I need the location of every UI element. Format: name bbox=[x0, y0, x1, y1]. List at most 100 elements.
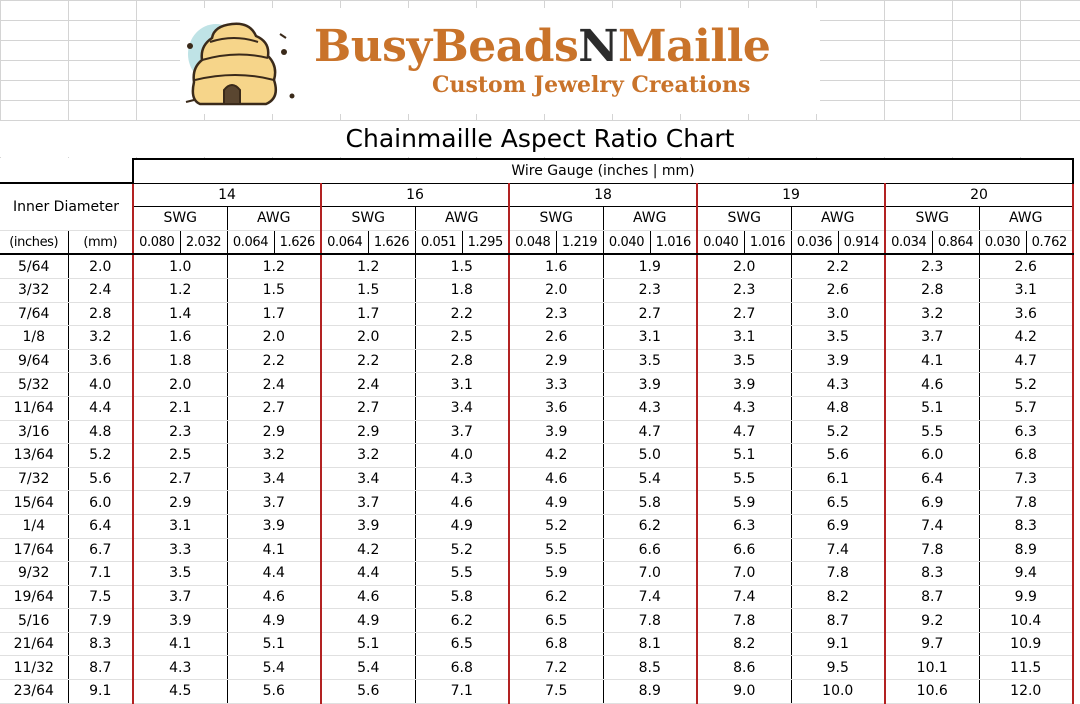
inner-diameter-inches: 7/32 bbox=[0, 467, 69, 492]
inner-diameter-inches: 5/32 bbox=[0, 372, 69, 397]
swg-label: SWG bbox=[320, 206, 416, 231]
inner-diameter-inches: 3/16 bbox=[0, 420, 69, 445]
awg-ratio-cell: 7.4 bbox=[603, 585, 698, 610]
awg-ratio-cell: 5.6 bbox=[227, 679, 322, 704]
awg-ratio-cell: 9.1 bbox=[791, 632, 886, 657]
swg-ratio-cell: 9.0 bbox=[696, 679, 792, 704]
swg-ratio-cell: 8.6 bbox=[696, 655, 792, 681]
inner-diameter-mm: 4.8 bbox=[68, 420, 134, 445]
swg-ratio-cell: 9.2 bbox=[884, 608, 980, 633]
swg-ratio-cell: 1.6 bbox=[508, 254, 604, 279]
awg-label: AWG bbox=[415, 206, 510, 231]
swg-ratio-cell: 2.6 bbox=[508, 325, 604, 350]
awg-label: AWG bbox=[603, 206, 698, 231]
awg-ratio-cell: 8.1 bbox=[603, 632, 698, 657]
awg-mm: 1.626 bbox=[274, 230, 322, 256]
swg-ratio-cell: 4.2 bbox=[320, 538, 416, 563]
swg-ratio-cell: 2.3 bbox=[508, 302, 604, 327]
swg-ratio-cell: 4.9 bbox=[320, 608, 416, 633]
awg-label: AWG bbox=[791, 206, 886, 231]
awg-ratio-cell: 8.9 bbox=[979, 538, 1074, 563]
brand-name-part2: N bbox=[578, 21, 618, 72]
awg-ratio-cell: 6.1 bbox=[791, 467, 886, 492]
swg-ratio-cell: 3.9 bbox=[508, 420, 604, 445]
awg-ratio-cell: 2.2 bbox=[415, 302, 510, 327]
table-row: 23/64 9.1 4.5 5.6 5.6 7.1 7.5 8.9 9.0 10.0 10.6 12.… bbox=[0, 679, 1074, 704]
awg-ratio-cell: 3.1 bbox=[603, 325, 698, 350]
inner-diameter-header: Inner Diameter bbox=[0, 182, 134, 231]
gauge-header-19: 19 bbox=[696, 183, 886, 208]
inches-unit-label: (inches) bbox=[0, 230, 69, 256]
awg-ratio-cell: 5.2 bbox=[415, 538, 510, 563]
swg-ratio-cell: 4.3 bbox=[132, 655, 228, 681]
awg-ratio-cell: 5.4 bbox=[227, 655, 322, 681]
swg-ratio-cell: 8.3 bbox=[884, 561, 980, 586]
swg-ratio-cell: 2.4 bbox=[320, 372, 416, 397]
awg-inches: 0.040 bbox=[603, 230, 651, 256]
awg-ratio-cell: 5.5 bbox=[415, 561, 510, 586]
swg-ratio-cell: 3.2 bbox=[884, 302, 980, 327]
awg-ratio-cell: 7.1 bbox=[415, 679, 510, 704]
swg-ratio-cell: 4.2 bbox=[508, 443, 604, 468]
awg-mm: 0.914 bbox=[838, 230, 886, 256]
swg-ratio-cell: 6.5 bbox=[508, 608, 604, 633]
swg-ratio-cell: 6.6 bbox=[696, 538, 792, 563]
swg-ratio-cell: 4.1 bbox=[884, 349, 980, 374]
gauge-header-20: 20 bbox=[884, 183, 1074, 208]
swg-ratio-cell: 3.9 bbox=[320, 514, 416, 539]
brand-name: BusyBeadsNMaille bbox=[314, 21, 771, 72]
swg-ratio-cell: 7.8 bbox=[696, 608, 792, 633]
awg-ratio-cell: 1.5 bbox=[227, 278, 322, 303]
swg-ratio-cell: 8.7 bbox=[884, 585, 980, 610]
swg-ratio-cell: 2.5 bbox=[132, 443, 228, 468]
table-row: 1/4 6.4 3.1 3.9 3.9 4.9 5.2 6.2 6.3 6.9 7.4 8.3 bbox=[0, 514, 1074, 539]
awg-ratio-cell: 1.9 bbox=[603, 254, 698, 279]
swg-ratio-cell: 2.3 bbox=[132, 420, 228, 445]
table-row: 5/64 2.0 1.0 1.2 1.2 1.5 1.6 1.9 2.0 2.2 2.3 2.6 bbox=[0, 254, 1074, 279]
swg-ratio-cell: 3.9 bbox=[696, 372, 792, 397]
awg-ratio-cell: 3.5 bbox=[603, 349, 698, 374]
swg-ratio-cell: 2.2 bbox=[320, 349, 416, 374]
awg-ratio-cell: 2.0 bbox=[227, 325, 322, 350]
swg-mm: 0.864 bbox=[932, 230, 980, 256]
table-row: 11/32 8.7 4.3 5.4 5.4 6.8 7.2 8.5 8.6 9.5 10.1 11.5 bbox=[0, 655, 1074, 681]
awg-ratio-cell: 10.4 bbox=[979, 608, 1074, 633]
awg-ratio-cell: 4.1 bbox=[227, 538, 322, 563]
swg-ratio-cell: 2.7 bbox=[132, 467, 228, 492]
swg-ratio-cell: 3.6 bbox=[508, 396, 604, 421]
swg-ratio-cell: 3.5 bbox=[696, 349, 792, 374]
awg-ratio-cell: 1.7 bbox=[227, 302, 322, 327]
inner-diameter-mm: 7.1 bbox=[68, 561, 134, 586]
awg-ratio-cell: 3.0 bbox=[791, 302, 886, 327]
awg-ratio-cell: 9.9 bbox=[979, 585, 1074, 610]
inner-diameter-mm: 8.3 bbox=[68, 632, 134, 657]
swg-ratio-cell: 1.8 bbox=[132, 349, 228, 374]
awg-label: AWG bbox=[227, 206, 322, 231]
awg-ratio-cell: 7.4 bbox=[791, 538, 886, 563]
awg-ratio-cell: 4.2 bbox=[979, 325, 1074, 350]
awg-ratio-cell: 3.9 bbox=[227, 514, 322, 539]
awg-ratio-cell: 4.7 bbox=[979, 349, 1074, 374]
swg-label: SWG bbox=[884, 206, 980, 231]
awg-mm: 1.016 bbox=[650, 230, 698, 256]
awg-ratio-cell: 2.6 bbox=[791, 278, 886, 303]
swg-ratio-cell: 7.8 bbox=[884, 538, 980, 563]
awg-ratio-cell: 6.6 bbox=[603, 538, 698, 563]
awg-ratio-cell: 2.5 bbox=[415, 325, 510, 350]
awg-ratio-cell: 3.1 bbox=[979, 278, 1074, 303]
swg-ratio-cell: 6.2 bbox=[508, 585, 604, 610]
swg-inches: 0.048 bbox=[508, 230, 557, 256]
inner-diameter-mm: 5.6 bbox=[68, 467, 134, 492]
table-row: 3/16 4.8 2.3 2.9 2.9 3.7 3.9 4.7 4.7 5.2 5.5 6.3 bbox=[0, 420, 1074, 445]
awg-ratio-cell: 5.6 bbox=[791, 443, 886, 468]
swg-label: SWG bbox=[508, 206, 604, 231]
header-row-measurements: (inches) (mm) 0.080 2.032 0.064 1.626 0.064 1.6… bbox=[0, 230, 1074, 256]
swg-ratio-cell: 5.1 bbox=[696, 443, 792, 468]
inner-diameter-mm: 9.1 bbox=[68, 679, 134, 704]
swg-ratio-cell: 3.9 bbox=[132, 608, 228, 633]
inner-diameter-mm: 2.4 bbox=[68, 278, 134, 303]
inner-diameter-mm: 7.9 bbox=[68, 608, 134, 633]
table-row: 7/64 2.8 1.4 1.7 1.7 2.2 2.3 2.7 2.7 3.0 3.2 3.6 bbox=[0, 302, 1074, 327]
swg-ratio-cell: 6.4 bbox=[884, 467, 980, 492]
gauge-header-18: 18 bbox=[508, 183, 698, 208]
